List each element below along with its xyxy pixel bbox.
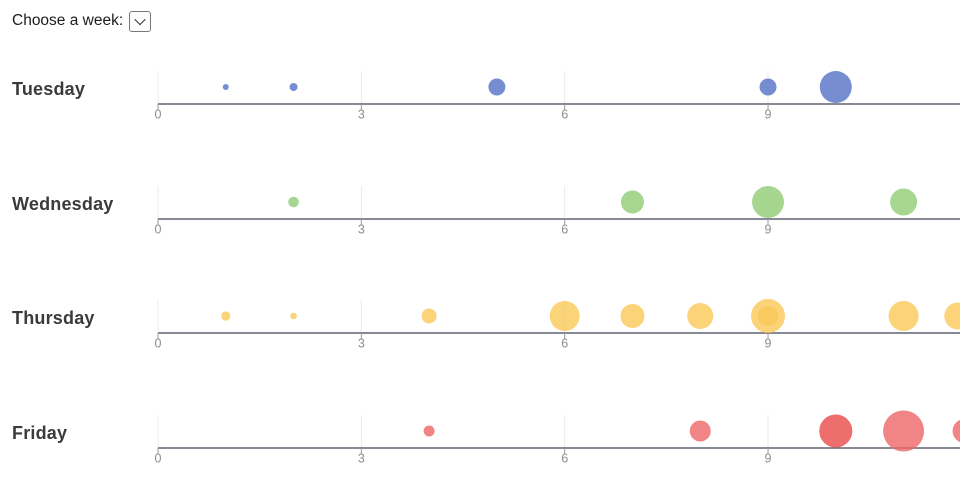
day-label: Friday	[12, 423, 68, 444]
axis-tick-label: 6	[561, 222, 568, 236]
bubble[interactable]	[290, 313, 297, 320]
bubble[interactable]	[952, 419, 960, 443]
bubble[interactable]	[752, 185, 785, 218]
bubble[interactable]	[883, 410, 925, 452]
axis-tick-label: 3	[358, 222, 365, 236]
bubble-timeline: 0 3 6 9	[155, 71, 960, 122]
day-label: Tuesday	[12, 79, 86, 99]
week-select[interactable]	[129, 10, 152, 32]
bubble[interactable]	[819, 414, 853, 448]
axis-tick-label: 0	[155, 222, 162, 236]
axis-tick-label: 6	[561, 337, 568, 351]
bubble[interactable]	[620, 190, 644, 214]
bubble[interactable]	[944, 302, 960, 330]
bubble[interactable]	[620, 304, 645, 329]
bubble[interactable]	[221, 311, 231, 321]
week-chooser: Choose a week:	[12, 8, 152, 34]
bubble[interactable]	[289, 83, 298, 91]
axis-tick-label: 3	[358, 108, 365, 122]
bubble[interactable]	[549, 301, 580, 332]
axis-tick-label: 9	[765, 452, 772, 466]
axis-tick-label: 9	[765, 337, 772, 351]
bubble[interactable]	[758, 306, 779, 327]
bubble[interactable]	[222, 84, 229, 90]
axis-tick-label: 3	[358, 337, 365, 351]
day-label: Wednesday	[12, 193, 114, 214]
week-chooser-label: Choose a week:	[12, 12, 124, 29]
bubble[interactable]	[421, 308, 437, 324]
axis-tick-label: 0	[155, 108, 162, 122]
bubble-timeline: 0 3 6 9	[155, 299, 960, 351]
axis-tick-label: 9	[765, 222, 772, 236]
day-row-thursday: Thursday 0 3 6 9	[0, 263, 960, 378]
bubble[interactable]	[888, 301, 919, 332]
bubble[interactable]	[687, 303, 714, 330]
day-label: Thursday	[12, 308, 95, 329]
bubble[interactable]	[689, 420, 711, 442]
bubble[interactable]	[423, 425, 435, 437]
axis-tick-label: 9	[765, 108, 772, 122]
chevron-down-icon	[134, 13, 146, 26]
day-row-friday: Friday 0 3 6 9	[0, 378, 960, 493]
bubble[interactable]	[890, 188, 918, 216]
bubble[interactable]	[288, 196, 299, 207]
axis-tick-label: 0	[155, 452, 162, 466]
bubble-chart: Tuesday 0 3 6 9 Wednesday 0 3 6 9 Thursday 0 3 6…	[0, 34, 960, 493]
axis-tick-label: 6	[561, 108, 568, 122]
bubble-timeline: 0 3 6 9	[155, 410, 960, 466]
axis-tick-label: 3	[358, 452, 365, 466]
axis-tick-label: 6	[561, 452, 568, 466]
day-row-wednesday: Wednesday 0 3 6 9	[0, 149, 960, 264]
bubble[interactable]	[759, 78, 777, 96]
bubble-timeline: 0 3 6 9	[155, 185, 960, 236]
bubble[interactable]	[488, 78, 506, 96]
day-row-tuesday: Tuesday 0 3 6 9	[0, 34, 960, 149]
bubble[interactable]	[819, 71, 852, 103]
axis-tick-label: 0	[155, 337, 162, 351]
